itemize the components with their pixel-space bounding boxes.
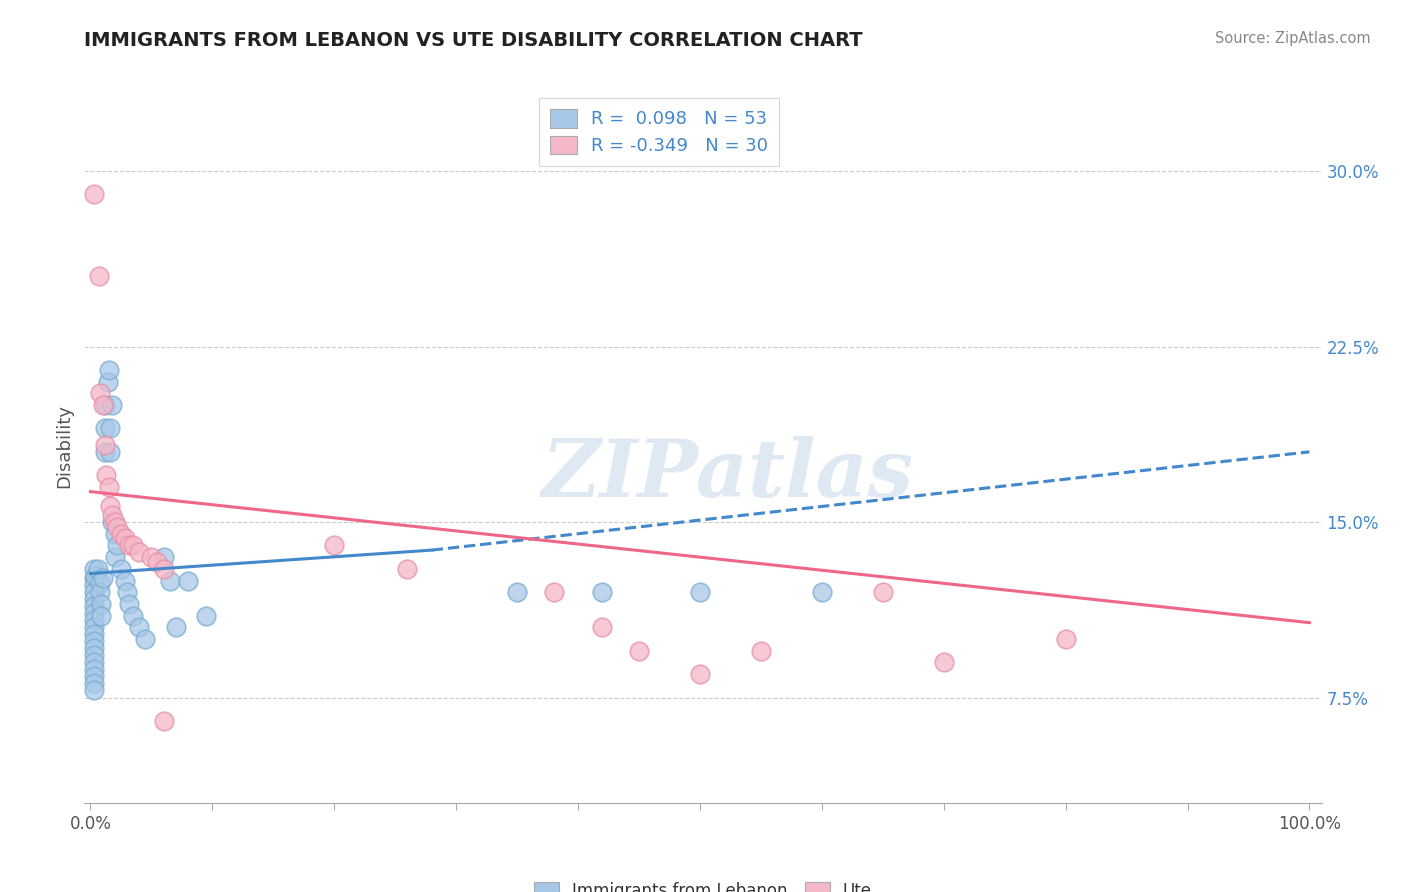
Point: [98, 445, 121, 459]
Point: [115, 585, 138, 599]
Point: [396, 562, 419, 576]
Point: [94, 438, 117, 452]
Point: [689, 585, 711, 599]
Point: [97, 480, 120, 494]
Point: [195, 608, 218, 623]
Point: [87, 562, 110, 576]
Point: [104, 515, 127, 529]
Point: [101, 508, 124, 522]
Point: [749, 644, 772, 658]
Point: [134, 632, 156, 646]
Point: [506, 585, 529, 599]
Point: [94, 421, 117, 435]
Point: [104, 550, 127, 565]
Point: [83, 592, 105, 607]
Point: [83, 578, 105, 592]
Point: [165, 620, 187, 634]
Point: [83, 607, 105, 621]
Point: [94, 445, 117, 459]
Point: [89, 585, 111, 599]
Point: [177, 574, 200, 588]
Point: [90, 608, 112, 623]
Point: [83, 662, 105, 676]
Point: [98, 421, 121, 435]
Point: [543, 585, 565, 599]
Point: [89, 386, 111, 401]
Text: Source: ZipAtlas.com: Source: ZipAtlas.com: [1215, 31, 1371, 46]
Point: [110, 526, 132, 541]
Point: [141, 550, 163, 565]
Point: [83, 669, 105, 683]
Point: [83, 620, 105, 634]
Point: [83, 683, 105, 698]
Point: [104, 526, 127, 541]
Y-axis label: Disability: Disability: [55, 404, 73, 488]
Point: [122, 538, 145, 552]
Point: [105, 538, 128, 552]
Point: [591, 620, 613, 634]
Point: [872, 585, 894, 599]
Point: [98, 499, 121, 513]
Point: [83, 648, 105, 663]
Point: [91, 571, 114, 585]
Point: [101, 398, 124, 412]
Text: IMMIGRANTS FROM LEBANON VS UTE DISABILITY CORRELATION CHART: IMMIGRANTS FROM LEBANON VS UTE DISABILIT…: [84, 31, 863, 50]
Point: [128, 620, 150, 634]
Point: [627, 644, 650, 658]
Point: [83, 634, 105, 648]
Point: [83, 656, 105, 670]
Point: [83, 599, 105, 614]
Point: [152, 550, 174, 565]
Point: [323, 538, 346, 552]
Point: [118, 538, 141, 552]
Text: ZIPatlas: ZIPatlas: [541, 436, 914, 513]
Point: [159, 574, 181, 588]
Point: [122, 608, 145, 623]
Point: [101, 515, 124, 529]
Legend: Immigrants from Lebanon, Ute: Immigrants from Lebanon, Ute: [527, 875, 879, 892]
Point: [83, 571, 105, 585]
Point: [152, 714, 174, 728]
Point: [83, 187, 105, 202]
Point: [1054, 632, 1077, 646]
Point: [146, 555, 169, 569]
Point: [110, 562, 132, 576]
Point: [83, 627, 105, 641]
Point: [118, 597, 141, 611]
Point: [83, 613, 105, 627]
Point: [114, 574, 136, 588]
Point: [97, 363, 120, 377]
Point: [83, 641, 105, 656]
Point: [90, 597, 112, 611]
Point: [152, 562, 174, 576]
Point: [811, 585, 834, 599]
Point: [83, 562, 105, 576]
Point: [83, 585, 105, 599]
Point: [932, 656, 955, 670]
Point: [128, 545, 150, 559]
Point: [87, 269, 110, 284]
Point: [591, 585, 613, 599]
Point: [91, 398, 114, 412]
Point: [96, 468, 118, 483]
Point: [89, 575, 111, 590]
Point: [83, 676, 105, 690]
Point: [689, 667, 711, 681]
Point: [96, 375, 118, 389]
Point: [94, 398, 117, 412]
Point: [84, 569, 107, 583]
Point: [105, 519, 128, 533]
Point: [114, 532, 136, 546]
